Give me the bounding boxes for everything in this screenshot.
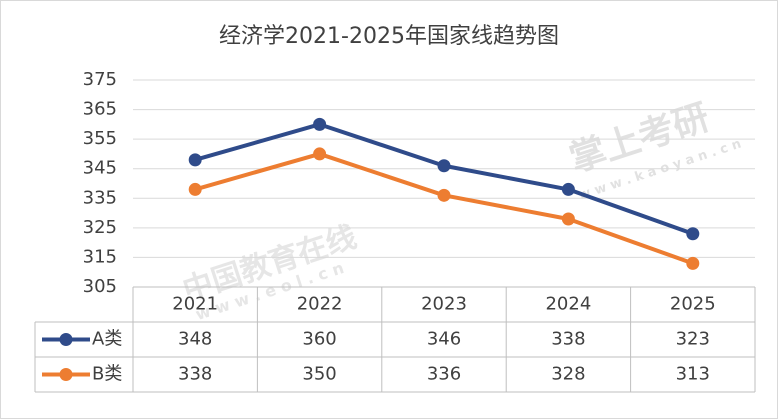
table-value: 338 xyxy=(551,329,585,350)
point xyxy=(686,256,700,270)
point xyxy=(188,182,202,196)
x-tick-label: 2021 xyxy=(172,294,218,315)
point xyxy=(437,159,451,173)
y-tick-label: 355 xyxy=(83,128,117,149)
x-tick-label: 2025 xyxy=(670,294,716,315)
x-tick-label: 2023 xyxy=(421,294,467,315)
y-tick-label: 315 xyxy=(83,246,117,267)
table-value: 348 xyxy=(178,329,212,350)
table-value: 360 xyxy=(302,329,336,350)
point xyxy=(437,188,451,202)
point xyxy=(686,227,700,241)
y-tick-label: 305 xyxy=(83,276,117,297)
table-value: 323 xyxy=(676,329,710,350)
table-value: 313 xyxy=(676,364,710,385)
y-tick-label: 375 xyxy=(83,69,117,90)
table-value: 350 xyxy=(302,364,336,385)
y-tick-label: 365 xyxy=(83,99,117,120)
point xyxy=(561,212,575,226)
point xyxy=(313,147,327,161)
legend-marker xyxy=(59,333,73,346)
table-value: 336 xyxy=(427,364,461,385)
legend-marker xyxy=(59,368,73,381)
point xyxy=(561,182,575,196)
y-tick-label: 335 xyxy=(83,187,117,208)
table-value: 346 xyxy=(427,329,461,350)
y-tick-label: 325 xyxy=(83,217,117,238)
y-tick-label: 345 xyxy=(83,158,117,179)
legend-label: B类 xyxy=(92,364,122,385)
x-tick-label: 2024 xyxy=(545,294,591,315)
chart-title: 经济学2021-2025年国家线趋势图 xyxy=(219,24,559,49)
table-value: 338 xyxy=(178,364,212,385)
x-tick-label: 2022 xyxy=(297,294,343,315)
point xyxy=(313,117,327,131)
legend-label: A类 xyxy=(92,329,122,350)
table-value: 328 xyxy=(551,364,585,385)
point xyxy=(188,153,202,167)
